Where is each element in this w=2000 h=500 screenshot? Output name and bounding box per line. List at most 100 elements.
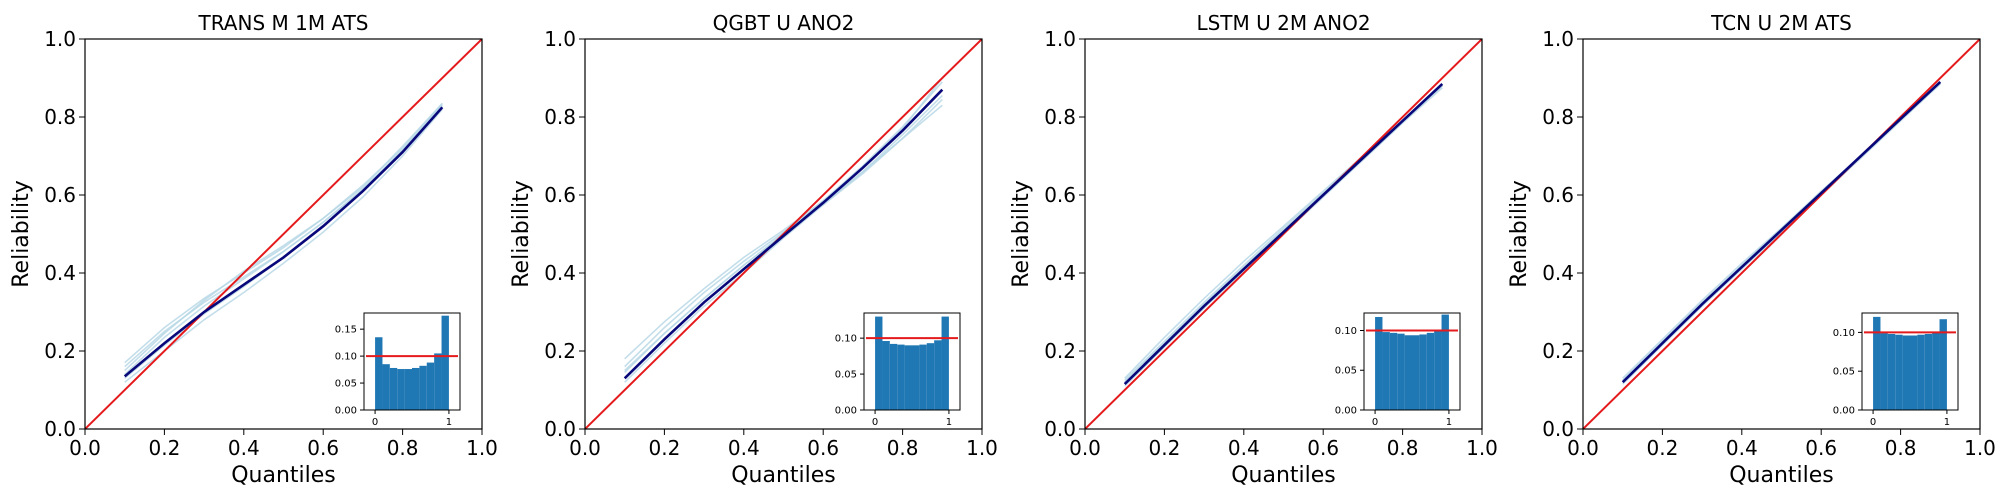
inset-y-tick-label: 0.05 <box>835 370 857 381</box>
y-axis-label: Reliability <box>1507 180 1532 288</box>
x-tick-label: 1.0 <box>966 436 998 460</box>
histogram-bar <box>912 345 920 410</box>
y-tick-label: 0.2 <box>1044 339 1076 363</box>
y-tick-label: 0.8 <box>44 105 76 129</box>
inset-y-tick-label: 0.10 <box>1833 328 1855 339</box>
plot-lines <box>1085 39 1482 429</box>
y-tick-label: 1.0 <box>1044 27 1076 51</box>
inset-y-tick-label: 0.10 <box>1335 326 1357 337</box>
x-tick-label: 0.2 <box>1646 436 1678 460</box>
inset-x-tick-label: 0 <box>1372 417 1378 428</box>
x-tick-label: 0.6 <box>807 436 839 460</box>
inset-y-tick-label: 0.10 <box>835 334 857 345</box>
y-tick-label: 0.2 <box>1542 339 1574 363</box>
inset-x-tick-label: 1 <box>946 417 952 428</box>
x-tick-label: 0.2 <box>1148 436 1180 460</box>
histogram-bar <box>426 362 435 410</box>
x-tick-label: 0.4 <box>728 436 760 460</box>
run-line-4 <box>624 95 943 383</box>
perfect-calibration-line <box>85 39 482 429</box>
histogram-bar <box>1441 314 1449 410</box>
histogram-bar <box>1375 316 1383 410</box>
histogram-bar <box>1932 332 1940 410</box>
histogram-bar <box>1873 316 1881 410</box>
inset-histogram: 0.00 0.05 0.10 0 1 <box>835 312 961 428</box>
run-line-3 <box>1622 83 1941 385</box>
histogram-bar <box>1419 334 1427 410</box>
histogram-bar <box>434 353 442 410</box>
inset-y-tick-label: 0.00 <box>335 406 357 417</box>
inset-x-tick-label: 0 <box>872 417 878 428</box>
x-tick-label: 0.0 <box>1567 436 1599 460</box>
histogram-bar <box>897 344 905 410</box>
x-tick-label: 0.8 <box>1387 436 1419 460</box>
x-tick-label: 0.8 <box>887 436 919 460</box>
y-tick-label: 0.0 <box>1044 417 1076 441</box>
histogram-bar <box>919 344 927 410</box>
histogram-bar <box>926 343 935 410</box>
histogram-bar <box>1887 333 1896 410</box>
x-tick-label: 0.2 <box>148 436 180 460</box>
x-tick-label: 0.0 <box>569 436 601 460</box>
histogram-bar <box>375 337 383 410</box>
histogram-bar <box>1880 333 1888 410</box>
histogram-bar <box>382 364 390 410</box>
histogram-bar <box>1404 335 1412 410</box>
y-tick-label: 0.8 <box>1044 105 1076 129</box>
inset-x-tick-label: 0 <box>1870 417 1876 428</box>
y-tick-label: 0.6 <box>1542 183 1574 207</box>
chart-panel-3: LSTM U 2M ANO2 0.0 0.2 0.4 0.6 0.8 1.0 0.0 0.2 0.… <box>1009 11 1498 488</box>
x-axis-label: Quantiles <box>231 463 336 488</box>
y-tick-label: 0.6 <box>544 183 576 207</box>
y-axis-label: Reliability <box>1009 180 1034 288</box>
chart-title: TCN U 2M ATS <box>1710 11 1852 35</box>
histogram-bar <box>404 369 412 410</box>
x-axis-label: Quantiles <box>1231 463 1336 488</box>
inset-x-tick-label: 1 <box>1446 417 1452 428</box>
x-axis-label: Quantiles <box>731 463 836 488</box>
chart-panel-2: QGBT U ANO2 0.0 0.2 0.4 0.6 0.8 1.0 0.0 0.2 0.4 0.… <box>509 11 998 488</box>
run-line-4 <box>124 104 443 375</box>
inset-frame <box>363 312 461 411</box>
y-tick-label: 0.6 <box>44 183 76 207</box>
plot-lines <box>85 39 482 429</box>
histogram-bar <box>441 315 449 410</box>
x-tick-label: 0.6 <box>1805 436 1837 460</box>
x-tick-label: 1.0 <box>466 436 498 460</box>
inset-y-tick-label: 0.05 <box>1833 367 1855 378</box>
histogram-bar <box>1412 335 1420 410</box>
histogram-bar <box>882 341 890 410</box>
y-tick-label: 0.8 <box>544 105 576 129</box>
inset-y-tick-label: 0.05 <box>1335 366 1357 377</box>
histogram-bar <box>1902 335 1910 410</box>
y-tick-label: 0.6 <box>1044 183 1076 207</box>
plot-lines <box>1583 39 1980 429</box>
histogram-bar <box>412 367 420 410</box>
mean-line <box>1621 80 1942 384</box>
mean-line <box>623 88 944 380</box>
x-tick-label: 0.0 <box>69 436 101 460</box>
inset-x-tick-label: 1 <box>446 417 452 428</box>
histogram-bar <box>1939 319 1947 410</box>
chart-panel-4: TCN U 2M ATS 0.0 0.2 0.4 0.6 0.8 1.0 0.0 0.2 0.4 0… <box>1507 11 1996 488</box>
histogram-bar <box>1426 332 1435 410</box>
histogram-bar <box>1924 333 1933 410</box>
histogram-bar <box>1910 335 1918 410</box>
plot-frame <box>1582 38 1981 430</box>
y-tick-label: 0.4 <box>544 261 576 285</box>
x-tick-label: 0.4 <box>228 436 260 460</box>
x-tick-label: 0.4 <box>1228 436 1260 460</box>
y-axis-label: Reliability <box>9 180 34 288</box>
x-tick-label: 0.4 <box>1726 436 1758 460</box>
x-axis-label: Quantiles <box>1729 463 1834 488</box>
chart-title: LSTM U 2M ANO2 <box>1196 11 1370 35</box>
y-tick-label: 0.0 <box>44 417 76 441</box>
inset-histogram: 0.00 0.05 0.10 0.15 0 1 <box>335 312 461 428</box>
x-tick-label: 0.6 <box>307 436 339 460</box>
plot-frame <box>584 38 983 430</box>
histogram-bar <box>889 343 898 410</box>
x-tick-label: 0.8 <box>1885 436 1917 460</box>
histogram-bar <box>904 345 912 410</box>
y-tick-label: 1.0 <box>44 27 76 51</box>
chart-title: TRANS M 1M ATS <box>198 11 369 35</box>
